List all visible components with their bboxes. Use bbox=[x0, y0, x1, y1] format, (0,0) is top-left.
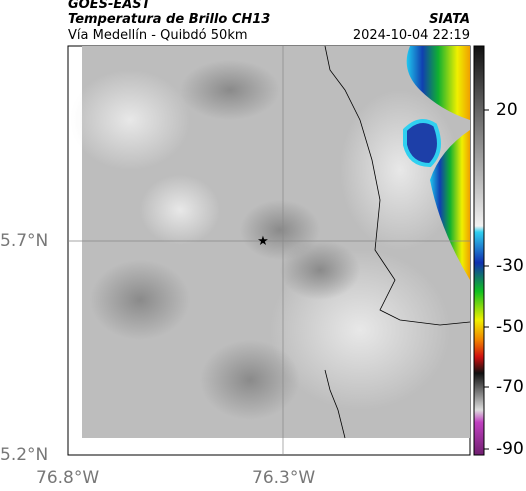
colorbar-label: -70 bbox=[496, 377, 524, 397]
deep-convection bbox=[403, 46, 470, 280]
colorbar-label: -50 bbox=[496, 317, 524, 337]
satellite-name: GOES-EAST bbox=[68, 0, 151, 12]
colorbar-ticks bbox=[484, 109, 489, 450]
source: SIATA bbox=[429, 12, 470, 27]
lat-label: 5.2°N bbox=[0, 445, 49, 465]
title: Temperatura de Brillo CH13 bbox=[68, 12, 271, 27]
border-line bbox=[324, 45, 471, 326]
datetime: 2024-10-04 22:19 bbox=[352, 28, 470, 43]
colorbar bbox=[473, 45, 485, 456]
lon-label: 76.8°W bbox=[36, 468, 100, 488]
location-star: ★ bbox=[257, 234, 269, 249]
colorbar-label: -90 bbox=[496, 439, 524, 459]
lon-label: 76.3°W bbox=[252, 468, 316, 488]
subtitle: Vía Medellín - Quibdó 50km bbox=[68, 28, 248, 43]
border-line bbox=[324, 369, 346, 439]
colorbar-label: -30 bbox=[496, 256, 524, 276]
colorbar-label: 20 bbox=[496, 100, 518, 120]
lat-label: 5.7°N bbox=[0, 231, 49, 251]
